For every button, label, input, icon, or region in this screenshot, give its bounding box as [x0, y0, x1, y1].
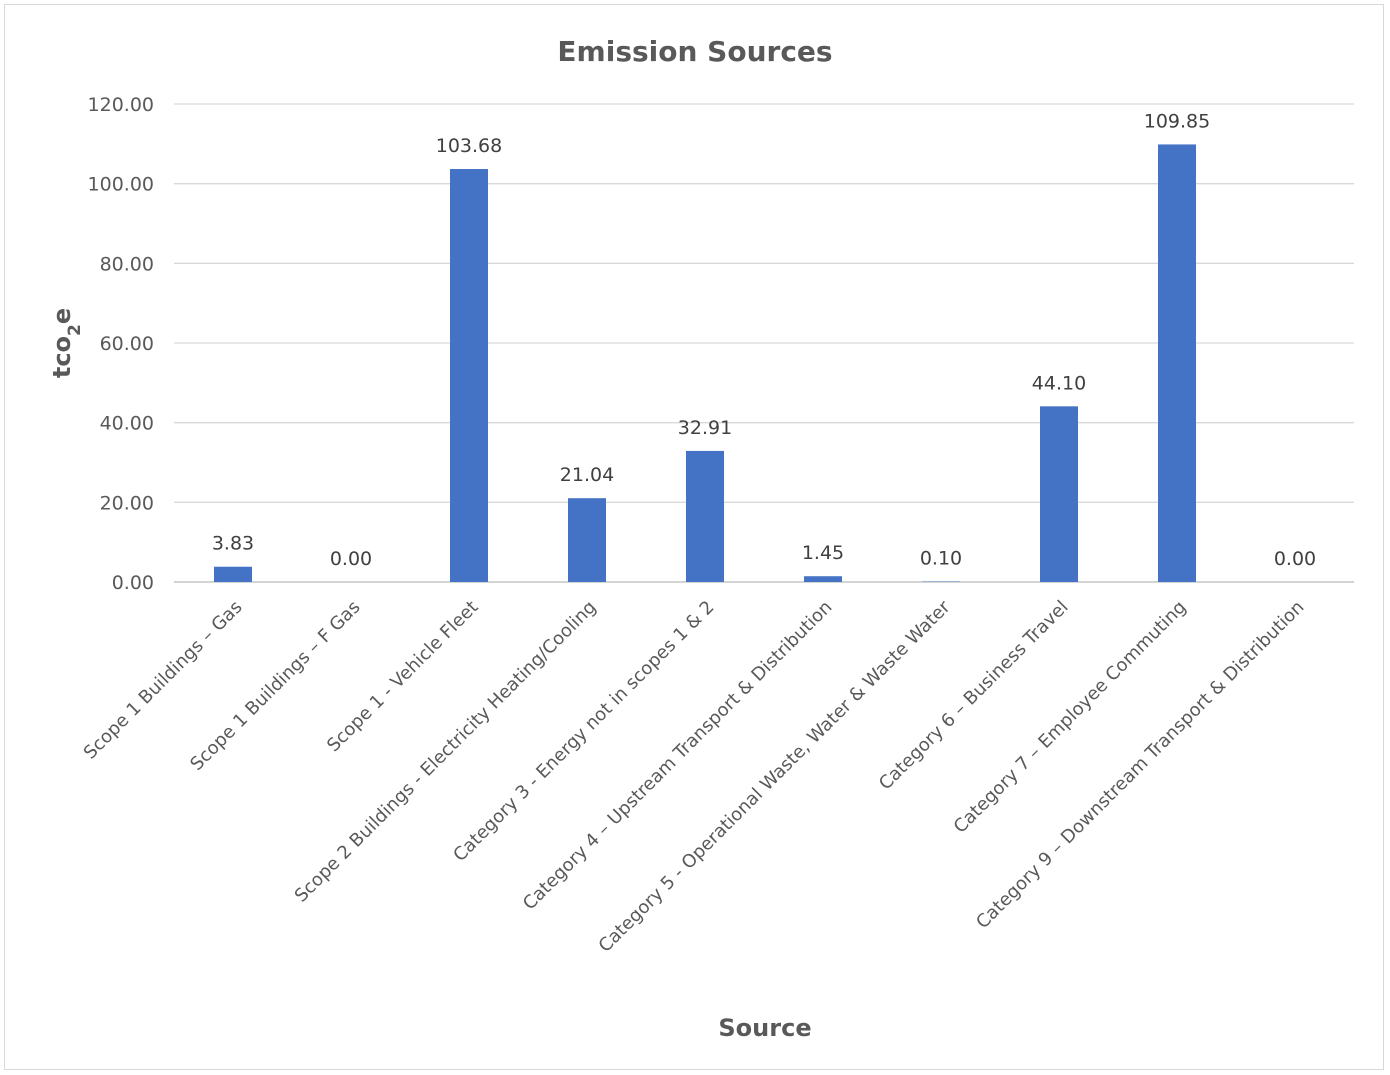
bar: [1158, 144, 1196, 582]
data-label: 32.91: [678, 417, 732, 439]
bars: [214, 144, 1196, 582]
y-tick-label: 80.00: [100, 253, 154, 275]
y-tick-label: 0.00: [112, 572, 154, 594]
chart-title: Emission Sources: [557, 35, 832, 68]
data-label: 103.68: [436, 135, 502, 157]
data-label: 0.00: [1274, 548, 1316, 570]
bar: [1040, 406, 1078, 582]
bar: [568, 498, 606, 582]
data-label: 1.45: [802, 542, 844, 564]
data-label: 0.00: [330, 548, 372, 570]
y-tick-label: 60.00: [100, 333, 154, 355]
x-tick-label: Category 7 – Employee Commuting: [950, 597, 1191, 838]
data-label: 44.10: [1032, 372, 1086, 394]
y-axis-title-subscript: 2: [65, 324, 85, 336]
data-labels: 3.83 0.00 103.68 21.04 32.91 1.45 0.10 44.10 109…: [212, 110, 1316, 570]
bar: [804, 576, 842, 582]
data-label: 3.83: [212, 533, 254, 555]
y-tick-label: 100.00: [88, 174, 154, 196]
y-axis-title-prefix: tco: [48, 336, 76, 378]
data-label: 109.85: [1144, 110, 1210, 132]
bar: [214, 566, 252, 582]
bar: [686, 450, 724, 582]
x-axis-title: Source: [718, 1014, 811, 1042]
y-tick-label: 20.00: [100, 492, 154, 514]
x-tick-label: Category 6 – Business Travel: [875, 597, 1073, 795]
gridlines: [174, 103, 1354, 583]
data-label: 0.10: [920, 548, 962, 570]
y-axis-title: tco2e: [48, 308, 85, 378]
y-axis-ticks: 0.00 20.00 40.00 60.00 80.00 100.00 120.00: [88, 94, 154, 594]
y-tick-label: 40.00: [100, 413, 154, 435]
y-tick-label: 120.00: [88, 94, 154, 116]
data-label: 21.04: [560, 464, 614, 486]
x-tick-label: Category 3 - Energy not in scopes 1 & 2: [449, 597, 718, 866]
bar: [450, 169, 488, 582]
y-axis-title-suffix: e: [48, 308, 76, 324]
